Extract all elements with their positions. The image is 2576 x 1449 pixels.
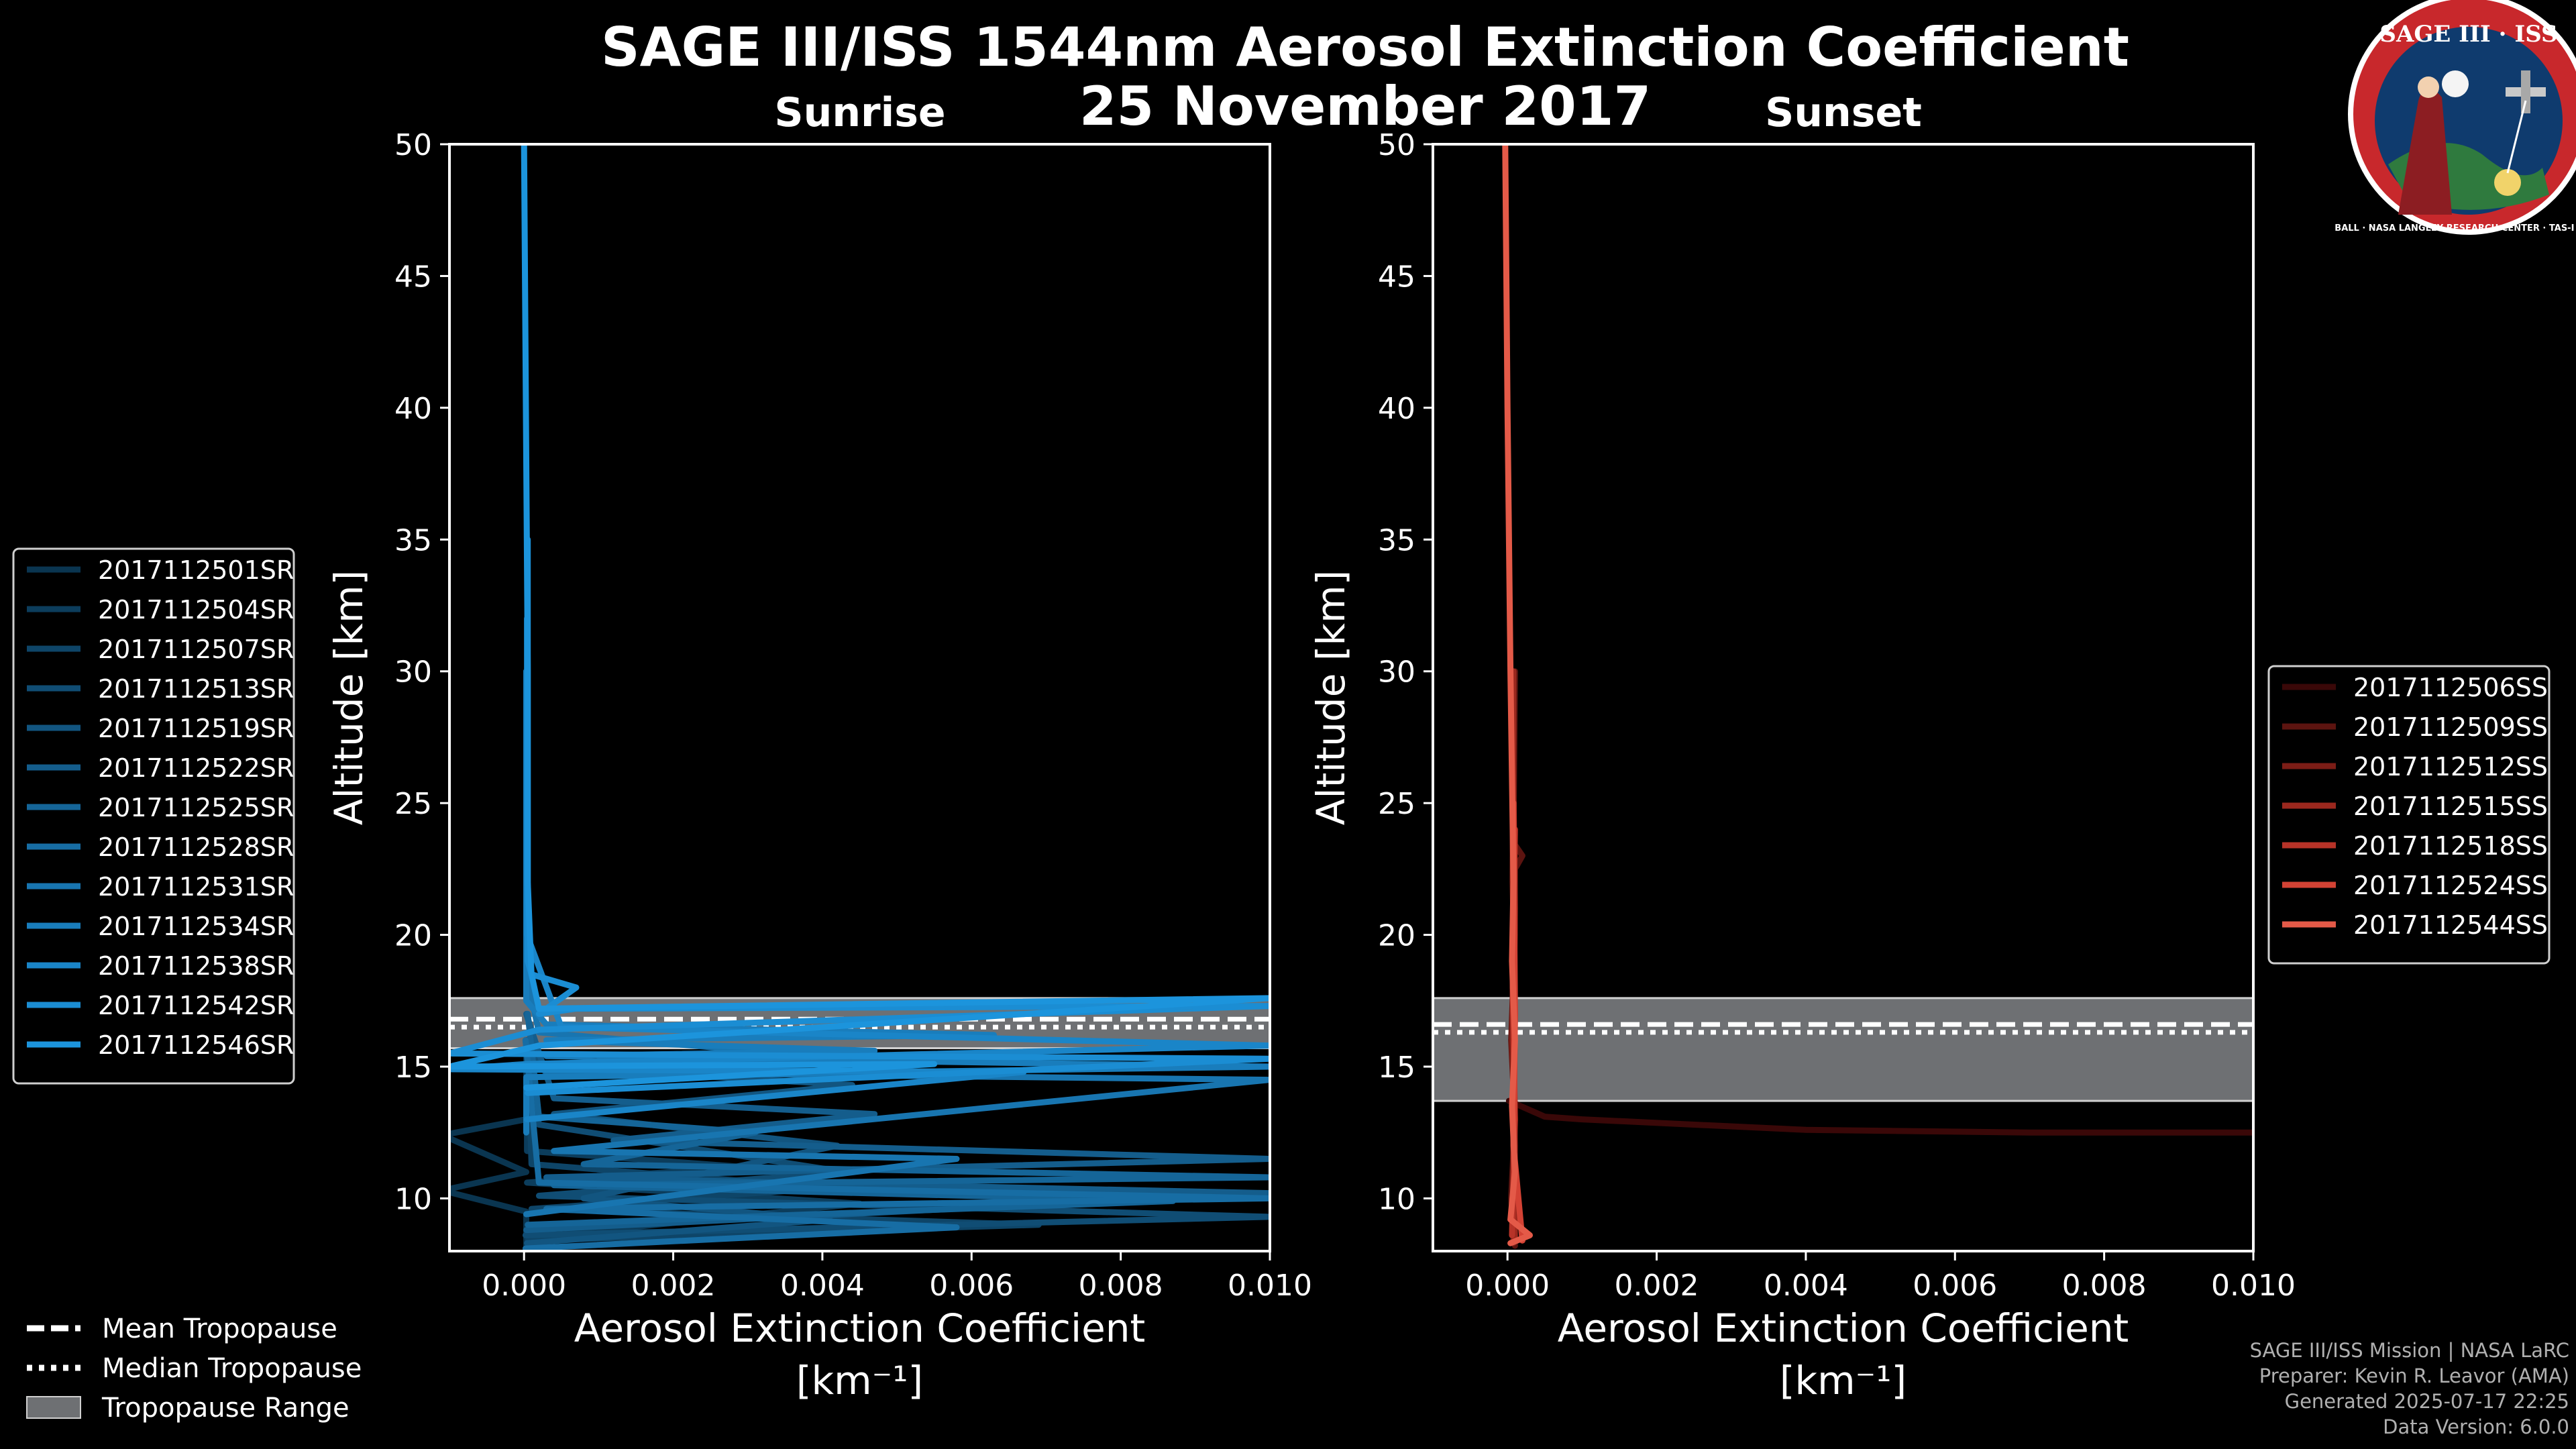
legend-label-2017112544SS: 2017112544SS	[2353, 910, 2548, 940]
sunrise-y-axis-label: Altitude [km]	[326, 570, 372, 825]
legend-label-2017112504SR: 2017112504SR	[98, 595, 294, 625]
sunrise-ytick-label: 15	[394, 1051, 432, 1085]
logo-occultation-beam	[2506, 100, 2527, 174]
sunset-ytick-label: 25	[1378, 787, 1415, 821]
series-line-2017112546SR	[449, 144, 1270, 1091]
credits-mission: SAGE III/ISS Mission | NASA LaRC	[2249, 1339, 2569, 1362]
sunset-xtick-label: 0.010	[2211, 1269, 2296, 1303]
legend-label-2017112534SR: 2017112534SR	[98, 912, 294, 941]
sunrise-panel: 10 15 20 25 30 35 40 45 50 0.000 0.002 0.004 0.006 0.…	[326, 89, 1312, 1403]
tropopause-range-swatch	[26, 1396, 81, 1419]
legend-label-2017112522SR: 2017112522SR	[98, 753, 294, 783]
credits-preparer: Preparer: Kevin R. Leavor (AMA)	[2259, 1364, 2569, 1387]
sunset-data-layer	[1433, 144, 2253, 1249]
sunrise-legend-frame	[12, 547, 295, 1085]
sunrise-axes-frame	[448, 143, 1271, 1252]
sunset-x-axis-label: Aerosol Extinction Coefficient	[1558, 1305, 2129, 1351]
legend-label-2017112542SR: 2017112542SR	[98, 991, 294, 1020]
sunrise-x-axis-unit: [km⁻¹]	[796, 1358, 923, 1403]
sunset-xtick-label: 0.008	[2062, 1269, 2147, 1303]
sunrise-xtick-label: 0.004	[780, 1269, 865, 1303]
sunset-panel: 10 15 20 25 30 35 40 45 50 0.000 0.002 0.004 0.006 0.…	[1308, 89, 2296, 1403]
series-line-2017112522SR	[523, 1010, 1270, 1234]
sunset-ytick-label: 30	[1378, 655, 1415, 690]
logo-ring-text: BALL · NASA LANGLEY RESEARCH CENTER · TA…	[2334, 223, 2576, 233]
sunrise-ytick-label: 20	[394, 919, 432, 953]
sunset-tropopause-range	[1433, 997, 2253, 1102]
sunrise-ytick-label: 10	[394, 1182, 432, 1216]
tropopause-legend-label: Mean Tropopause	[102, 1313, 337, 1344]
sunrise-data-layer	[449, 144, 1270, 1251]
legend-label-2017112528SR: 2017112528SR	[98, 833, 294, 862]
sunrise-ytick-label: 40	[394, 392, 432, 426]
legend-label-2017112512SS: 2017112512SS	[2353, 752, 2548, 782]
legend-label-2017112525SR: 2017112525SR	[98, 793, 294, 822]
legend-label-2017112513SR: 2017112513SR	[98, 674, 294, 704]
logo-moon	[2442, 70, 2469, 97]
sunrise-xtick-label: 0.008	[1079, 1269, 1163, 1303]
sunset-ytick-label: 45	[1378, 260, 1415, 294]
sunset-xtick-label: 0.000	[1465, 1269, 1550, 1303]
legend-label-2017112509SS: 2017112509SS	[2353, 712, 2548, 742]
legend-label-2017112531SR: 2017112531SR	[98, 872, 294, 902]
tropopause-legend-label: Median Tropopause	[102, 1353, 362, 1384]
credits-block: SAGE III/ISS Mission | NASA LaRC Prepare…	[2250, 1338, 2569, 1440]
logo-figure-robe	[2398, 88, 2452, 215]
legend-label-2017112538SR: 2017112538SR	[98, 951, 294, 981]
figure-title: SAGE III/ISS 1544nm Aerosol Extinction C…	[601, 16, 2129, 78]
sunset-xtick-label: 0.002	[1615, 1269, 1699, 1303]
figure-date: 25 November 2017	[1079, 75, 1652, 138]
sunset-panel-title: Sunset	[1765, 89, 1922, 136]
sunset-xtick-label: 0.006	[1913, 1269, 1997, 1303]
legend-label-2017112506SS: 2017112506SS	[2353, 673, 2548, 702]
series-line-2017112528SR	[522, 1037, 1270, 1251]
logo-sun	[2494, 169, 2521, 196]
series-line-2017112506SS	[1505, 1097, 2253, 1136]
legend-label-2017112524SS: 2017112524SS	[2353, 871, 2548, 900]
sunrise-xtick-label: 0.010	[1228, 1269, 1312, 1303]
legend-label-2017112546SR: 2017112546SR	[98, 1030, 294, 1060]
legend-label-2017112518SS: 2017112518SS	[2353, 831, 2548, 861]
sage-logo: SAGE III · ISS BALL · NASA LANGLEY RESEAR…	[2334, 0, 2576, 235]
legend-label-2017112519SR: 2017112519SR	[98, 714, 294, 743]
sunrise-x-axis-label: Aerosol Extinction Coefficient	[574, 1305, 1146, 1351]
tropopause-legend-label: Tropopause Range	[101, 1393, 350, 1424]
legend-label-2017112501SR: 2017112501SR	[98, 555, 294, 585]
legend-label-2017112507SR: 2017112507SR	[98, 635, 294, 664]
sunset-ytick-label: 40	[1378, 392, 1415, 426]
sunset-ytick-label: 20	[1378, 919, 1415, 953]
sunset-xtick-label: 0.004	[1764, 1269, 1848, 1303]
sunrise-ytick-label: 30	[394, 655, 432, 690]
sunrise-ytick-label: 35	[394, 523, 432, 557]
sunset-y-axis-label: Altitude [km]	[1308, 570, 1354, 825]
tropopause-legend: Mean Tropopause Median Tropopause Tropopau…	[26, 1313, 362, 1424]
sunset-ytick-label: 15	[1378, 1051, 1415, 1085]
legend-label-2017112515SS: 2017112515SS	[2353, 792, 2548, 821]
sunset-ytick-label: 35	[1378, 523, 1415, 557]
sunset-axes-frame	[1432, 143, 2255, 1252]
logo-iss-truss	[2521, 70, 2530, 113]
sunset-legend-frame	[2267, 665, 2551, 965]
credits-generated: Generated 2025-07-17 22:25	[2284, 1390, 2569, 1413]
sunrise-ytick-label: 50	[394, 128, 432, 162]
sunrise-xtick-label: 0.000	[482, 1269, 566, 1303]
sunrise-ytick-label: 45	[394, 260, 432, 294]
sunset-ytick-label: 50	[1378, 128, 1415, 162]
sunrise-xtick-label: 0.006	[929, 1269, 1014, 1303]
logo-figure-head	[2418, 76, 2439, 98]
series-line-2017112544SS	[1502, 144, 1533, 1246]
sunrise-ytick-label: 25	[394, 787, 432, 821]
sunrise-panel-title: Sunrise	[774, 89, 945, 136]
sunrise-legend: 2017112501SR 2017112504SR 2017112507SR 2017…	[12, 547, 295, 1085]
sunset-x-axis-unit: [km⁻¹]	[1780, 1358, 1907, 1403]
sunset-legend: 2017112506SS 2017112509SS 2017112512SS 2017…	[2267, 665, 2551, 965]
logo-text: SAGE III · ISS	[2379, 21, 2557, 48]
sunrise-xtick-label: 0.002	[631, 1269, 716, 1303]
sunset-ytick-label: 10	[1378, 1182, 1415, 1216]
credits-version: Data Version: 6.0.0	[2383, 1415, 2569, 1438]
